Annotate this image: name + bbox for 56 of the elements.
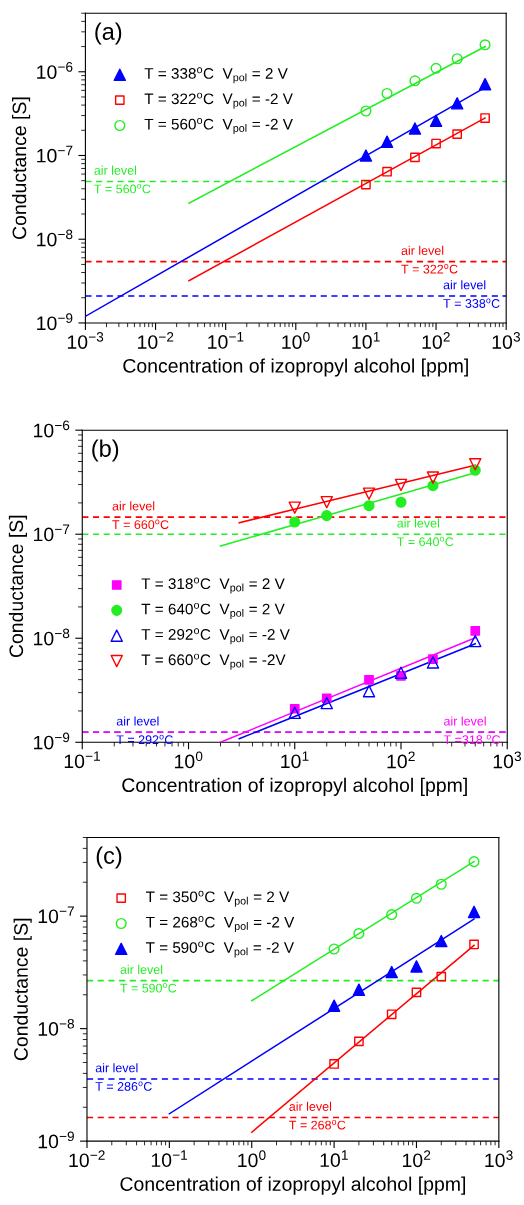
x-tick-label: 10$^{1}$ bbox=[320, 1150, 348, 1168]
x-tick-label: 10$^{2}$ bbox=[422, 332, 450, 349]
x-tick-label: 10$^{−1}$ bbox=[151, 1150, 188, 1168]
x-tick-label: 10$^{0}$ bbox=[238, 1150, 266, 1168]
x-tick-label: 10$^{−1}$ bbox=[64, 751, 100, 769]
annotation: air level T = 322$^{o}$C bbox=[401, 245, 458, 274]
y-axis-title: Conductance [S] bbox=[13, 918, 32, 1061]
y-tick-label: 10$^{−6}$ bbox=[37, 62, 73, 79]
y-axis-title: Conductance [S] bbox=[8, 515, 27, 658]
x-tick-label: 10$^{−3}$ bbox=[67, 332, 104, 349]
x-tick-label: 10$^{3}$ bbox=[492, 332, 520, 349]
y-tick-label: 10$^{−9}$ bbox=[37, 313, 73, 331]
legend-label: T = 318$^{o}$C V$_{pol}$ = 2 V bbox=[141, 577, 285, 594]
legend-label: T = 590$^{o}$C V$_{pol}$ = -2 V bbox=[145, 941, 294, 958]
y-tick-label: 10$^{−7}$ bbox=[38, 906, 74, 924]
legend-label: T = 322$^{o}$C V$_{pol}$ = -2 V bbox=[144, 92, 293, 109]
x-axis-title: Concentration of izopropyl alcohol [ppm] bbox=[120, 1176, 466, 1195]
annotation: air level T = 286$^{o}$C bbox=[95, 1063, 152, 1091]
legend-label: T = 660$^{o}$C V$_{pol}$ = -2V bbox=[141, 653, 286, 670]
x-axis-title: Concentration of izopropyl alcohol [ppm] bbox=[123, 358, 468, 377]
x-tick-label: 10$^{1}$ bbox=[352, 332, 380, 349]
legend-label: T = 350$^{o}$C V$_{pol}$ = 2 V bbox=[145, 890, 290, 907]
x-tick-label: 10$^{0}$ bbox=[282, 332, 310, 349]
x-tick-label: 10$^{1}$ bbox=[281, 751, 309, 769]
y-tick-label: 10$^{−9}$ bbox=[38, 1131, 74, 1149]
legend-label: T = 560$^{o}$C V$_{pol}$ = -2 V bbox=[144, 118, 293, 135]
annotation: (b) bbox=[92, 439, 119, 462]
annotation: air level T = 560$^{o}$C bbox=[94, 165, 151, 194]
x-tick-label: 10$^{0}$ bbox=[175, 751, 203, 769]
y-tick-label: 10$^{−7}$ bbox=[37, 145, 73, 163]
x-axis-title: Concentration of izopropyl alcohol [ppm] bbox=[122, 777, 467, 796]
legend-label: T = 640$^{o}$C V$_{pol}$ = 2 V bbox=[141, 602, 285, 619]
annotation: (c) bbox=[96, 846, 122, 869]
y-tick-label: 10$^{−8}$ bbox=[34, 628, 70, 646]
annotation: air level T = 338$^{o}$C bbox=[443, 280, 500, 308]
annotation: air level T = 660$^{o}$C bbox=[112, 501, 169, 530]
legend-label: T = 338$^{o}$C V$_{pol}$ = 2 V bbox=[144, 67, 288, 84]
y-tick-label: 10$^{−8}$ bbox=[38, 1018, 74, 1036]
y-tick-label: 10$^{−9}$ bbox=[34, 732, 70, 750]
y-tick-label: 10$^{−8}$ bbox=[37, 229, 73, 247]
x-tick-label: 10$^{−2}$ bbox=[138, 332, 174, 349]
x-tick-label: 10$^{2}$ bbox=[402, 1150, 431, 1168]
annotation: air level T = 640$^{o}$C bbox=[397, 518, 454, 547]
annotation: (a) bbox=[95, 22, 122, 45]
x-tick-label: 10$^{3}$ bbox=[485, 1150, 513, 1168]
x-tick-label: 10$^{−2}$ bbox=[69, 1150, 105, 1168]
y-tick-label: 10$^{−7}$ bbox=[34, 524, 70, 542]
annotation: air level T = 268$^{o}$C bbox=[289, 1101, 346, 1130]
x-tick-label: 10$^{2}$ bbox=[387, 751, 415, 769]
annotation: air level T = 590$^{o}$C bbox=[120, 964, 177, 993]
legend-label: T = 268$^{o}$C V$_{pol}$ = -2 V bbox=[145, 916, 295, 933]
x-tick-label: 10$^{−1}$ bbox=[208, 332, 244, 349]
legend-label: T = 292$^{o}$C V$_{pol}$ = -2 V bbox=[141, 628, 290, 645]
x-tick-label: 10$^{3}$ bbox=[493, 751, 522, 769]
y-tick-label: 10$^{−6}$ bbox=[34, 420, 70, 438]
y-axis-title: Conductance [S] bbox=[12, 97, 31, 239]
